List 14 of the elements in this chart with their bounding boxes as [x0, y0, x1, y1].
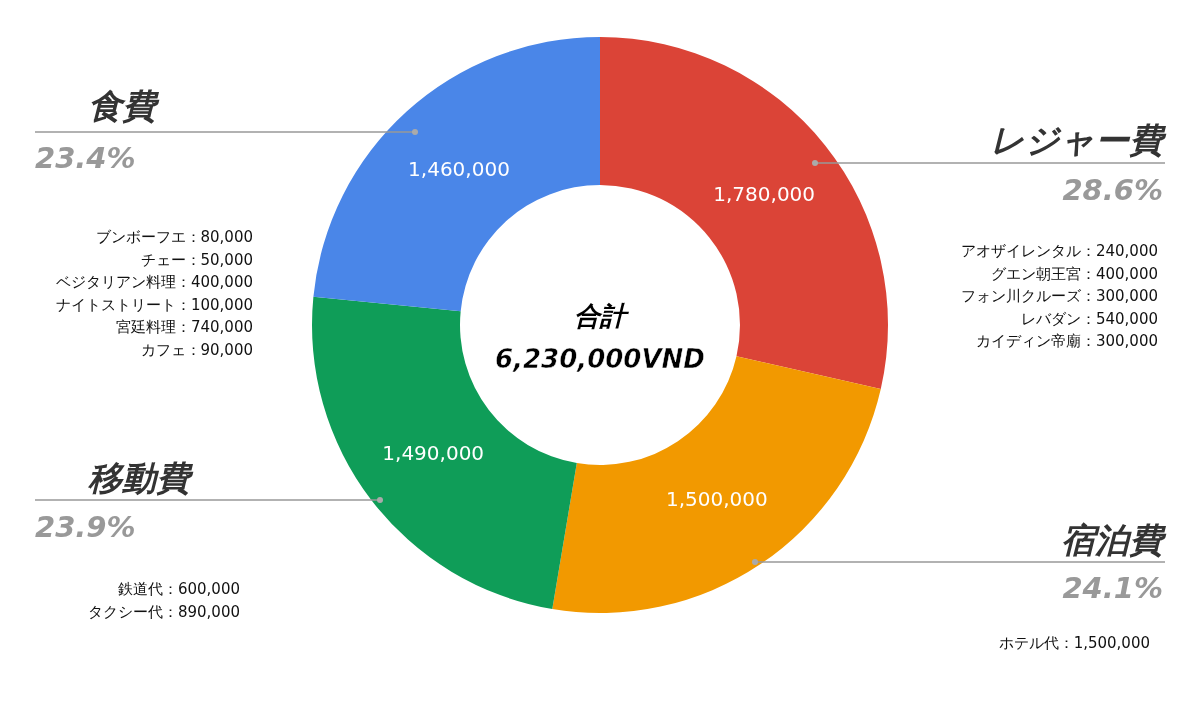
data-label: 1,490,000 — [382, 440, 485, 465]
text: 24.1% ホテル代：1,500,000 — [998, 571, 1163, 652]
text: 合計 — [574, 301, 629, 331]
slice-label: 食費 — [88, 86, 160, 126]
data-label: 1,460,000 — [408, 157, 510, 182]
text: 23.4% ブンボーフエ：80,000 チェー：50,000 ベジタリアン料理：400,000 ナイトストリート：100,000 宮廷料理：740,000 カフェ：90,000 — [35, 141, 253, 359]
text: 28.6% アオザイレンタル：240,000 グエン朝王宮：400,000 フォン川クルーズ：300,000 レバダン：540,000 カイディン帝廟：300,000 — [960, 173, 1163, 350]
data-label: 1,500,000 — [665, 487, 768, 512]
text: 23.9% 鉄道代：600,000 タクシー代：890,000 — [35, 510, 240, 621]
slice-label: レジャー費 — [990, 120, 1167, 160]
data-label: 1,780,000 — [713, 182, 816, 207]
slice-label: 宿泊費 — [1061, 520, 1167, 560]
text: 6,230,000VND — [495, 344, 705, 374]
slice-label: 移動費 — [87, 458, 194, 498]
